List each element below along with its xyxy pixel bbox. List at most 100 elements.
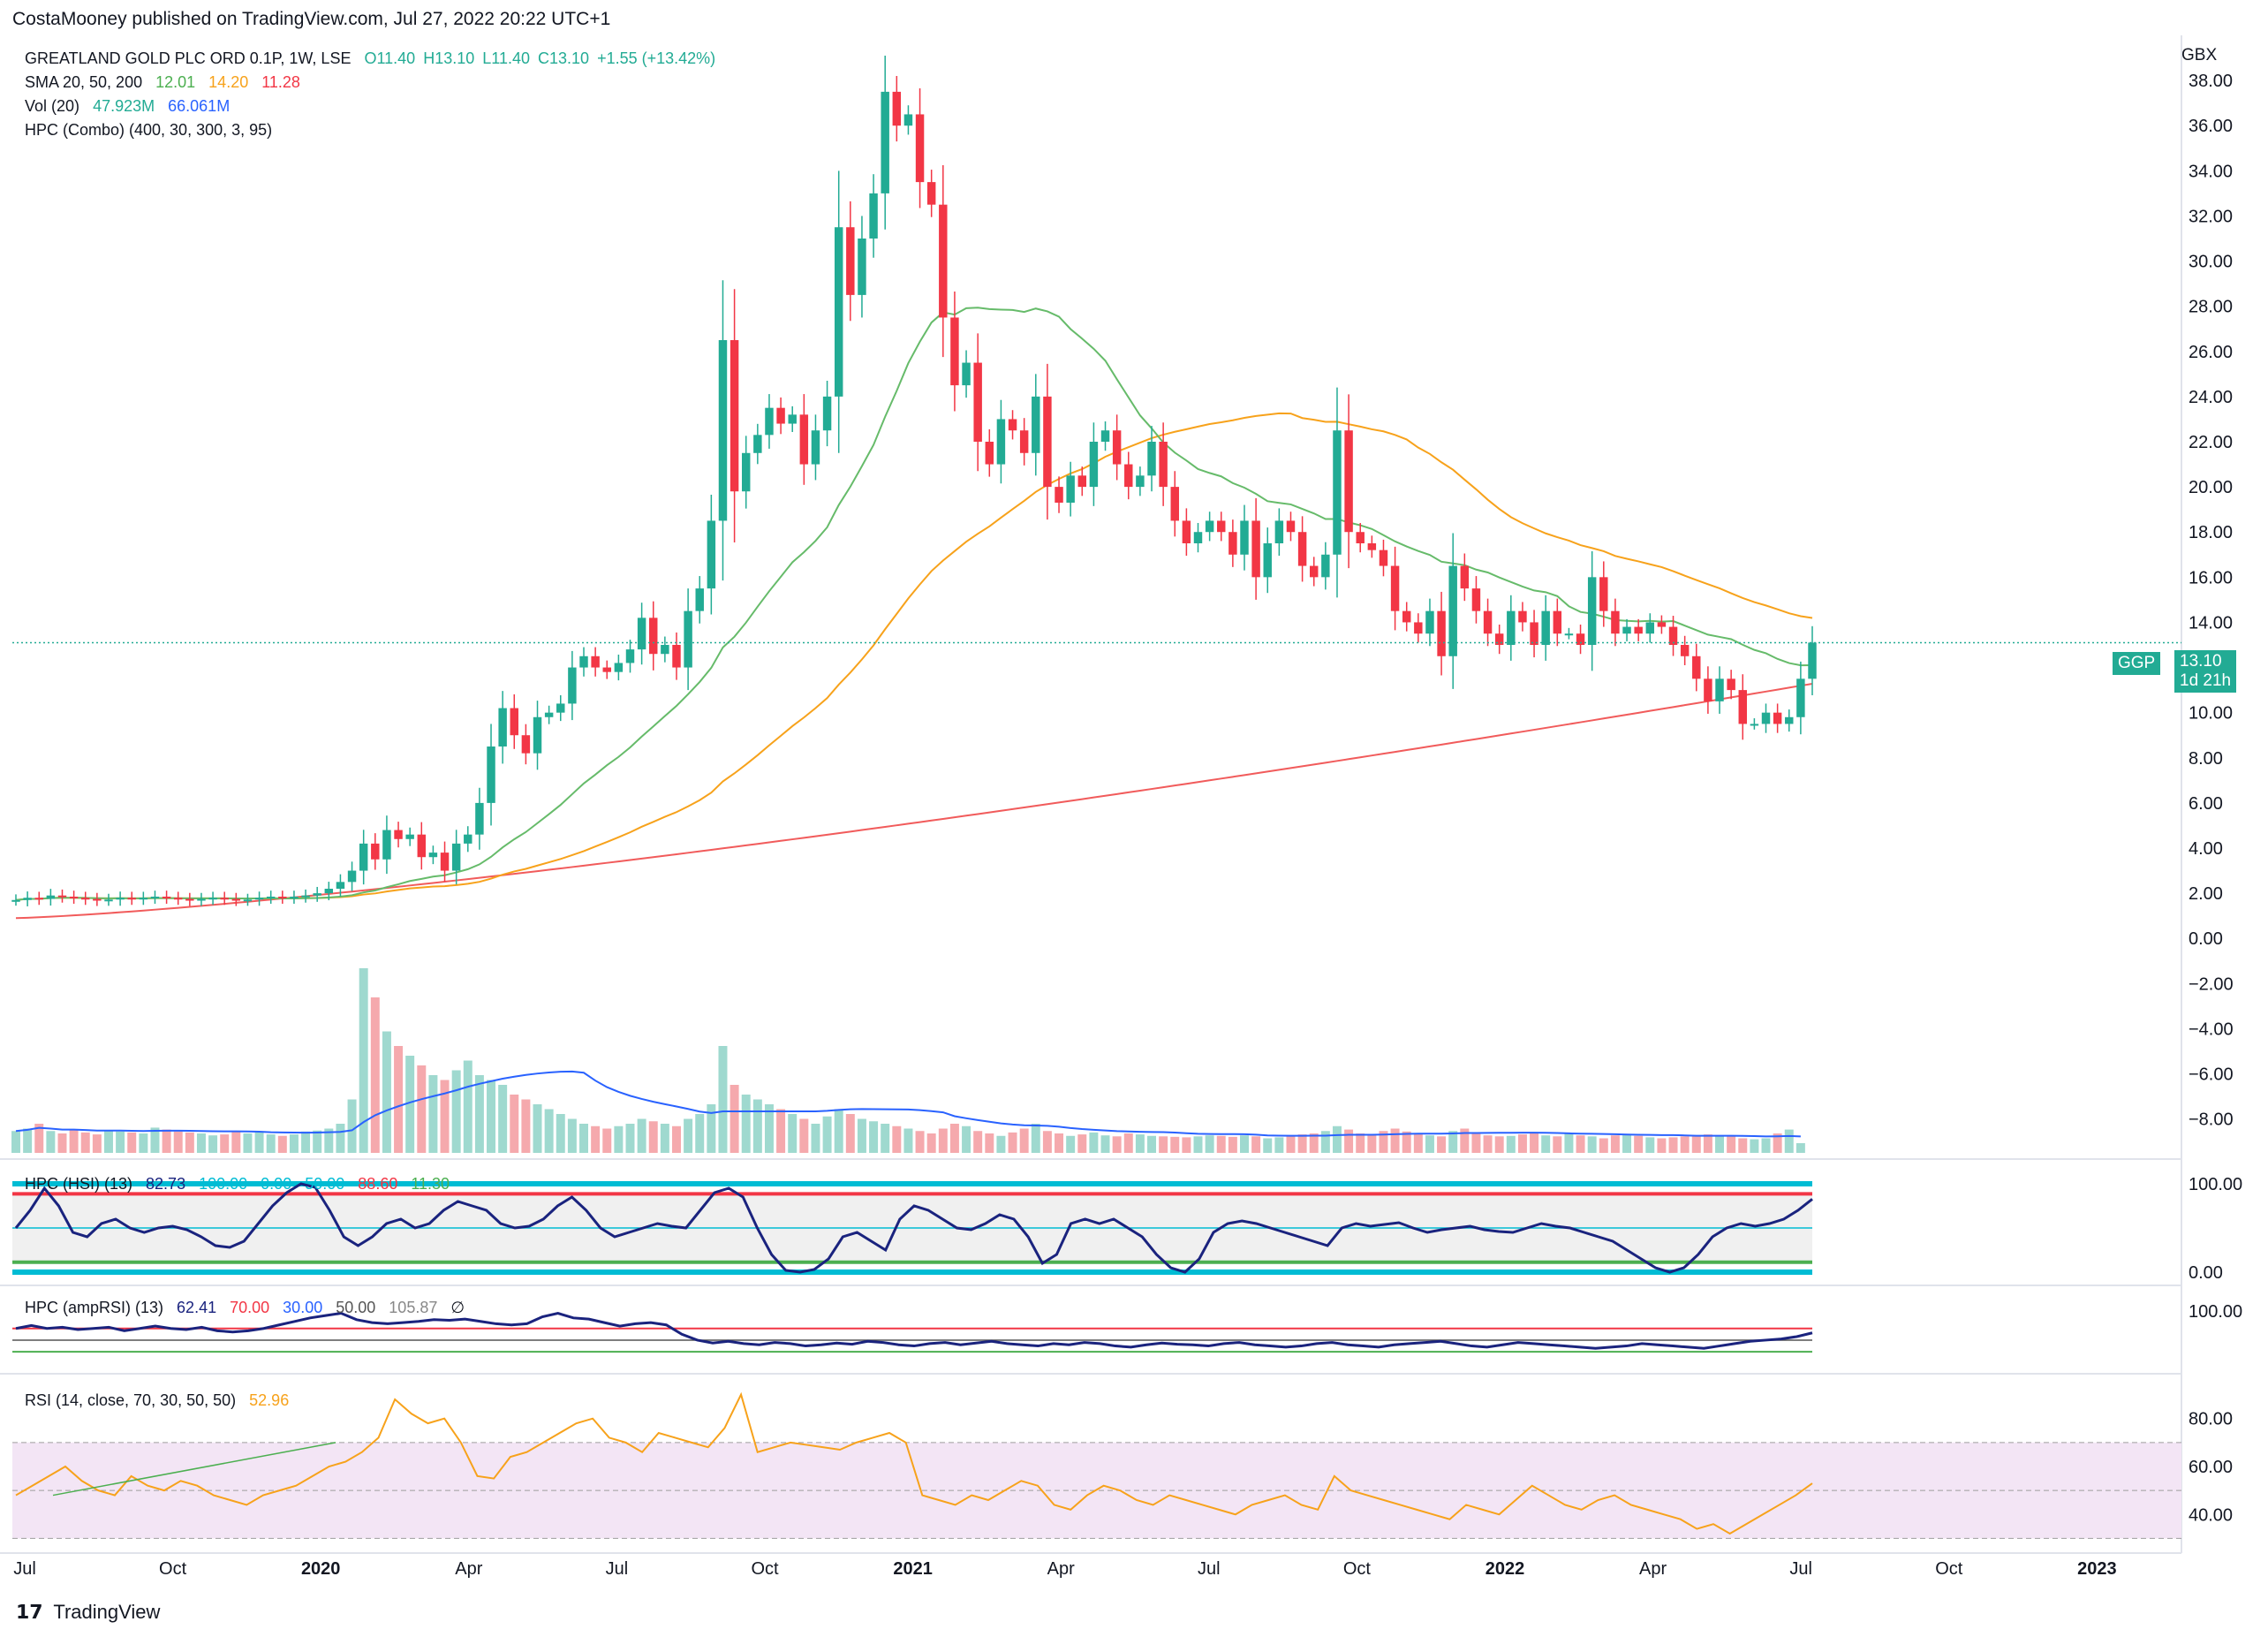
volume-bar	[1761, 1138, 1771, 1153]
volume-bar	[602, 1128, 612, 1153]
volume-bar	[1483, 1135, 1493, 1153]
candle-body	[1507, 610, 1516, 645]
candle-body	[417, 834, 427, 858]
candle-body	[1019, 430, 1029, 453]
candle-body	[475, 802, 484, 835]
sma-legend[interactable]: SMA 20, 50, 200 12.01 14.20 11.28	[25, 73, 309, 92]
volume-bar	[811, 1124, 820, 1153]
volume-bar	[1356, 1133, 1365, 1153]
volume-bar	[208, 1135, 218, 1153]
candle-body	[661, 645, 669, 655]
sma200-value: 11.28	[261, 73, 300, 91]
volume-bar	[1645, 1137, 1655, 1153]
volume-bar	[776, 1109, 786, 1153]
volume-bar	[11, 1131, 20, 1153]
sma20-line	[15, 307, 1813, 901]
volume-bar	[718, 1046, 728, 1153]
symbol-tag: GGP	[2113, 652, 2161, 675]
volume-bar	[231, 1131, 241, 1153]
candle-body	[1240, 520, 1249, 555]
volume-bar	[1460, 1128, 1470, 1153]
volume-bar	[892, 1125, 902, 1153]
volume-bar	[1066, 1135, 1076, 1153]
sma20-value: 12.01	[155, 73, 196, 91]
symbol-legend[interactable]: GREATLAND GOLD PLC ORD 0.1P, 1W, LSE O11…	[25, 49, 724, 68]
candle-body	[1193, 532, 1203, 543]
sma-label: SMA 20, 50, 200	[25, 73, 143, 91]
amprsi-line	[15, 1311, 1813, 1350]
time-axis-label: Oct	[751, 1559, 779, 1579]
candle-body	[822, 396, 832, 431]
candle-body	[521, 735, 531, 754]
hpc-combo-legend[interactable]: HPC (Combo) (400, 30, 300, 3, 95)	[25, 121, 281, 140]
candle-body	[1217, 520, 1226, 533]
volume-bar	[463, 1060, 472, 1153]
volume-bar	[46, 1131, 56, 1153]
hsi-label: HPC (HSI) (13)	[25, 1175, 133, 1193]
amprsi-v0: 62.41	[177, 1299, 217, 1316]
volume-bar	[1274, 1137, 1284, 1153]
volume-bar	[266, 1134, 276, 1153]
volume-bar	[1170, 1136, 1180, 1153]
candle-body	[1043, 396, 1052, 488]
candle-body	[23, 898, 32, 900]
volume-bar	[1668, 1137, 1678, 1153]
candle-body	[799, 414, 809, 465]
volume-bar	[487, 1080, 496, 1153]
volume-bar	[1367, 1134, 1377, 1153]
candle-body	[81, 898, 90, 900]
rsi-line	[15, 1391, 1813, 1535]
candle-body	[451, 843, 461, 871]
candle-body	[637, 618, 646, 650]
last-price-tag: 13.10 1d 21h	[2174, 650, 2237, 693]
price-tick-label: 0.00	[2189, 929, 2223, 949]
volume-bar	[1691, 1135, 1701, 1153]
volume-bar	[1205, 1135, 1214, 1153]
vol-legend[interactable]: Vol (20) 47.923M 66.061M	[25, 97, 238, 116]
volume-bar	[1251, 1136, 1261, 1153]
volume-bar	[1135, 1134, 1145, 1153]
candle-body	[1448, 565, 1457, 656]
price-tick-label: 2.00	[2189, 884, 2223, 904]
price-tick-label: 6.00	[2189, 794, 2223, 814]
time-axis-label: Jul	[13, 1559, 36, 1579]
amprsi-legend[interactable]: HPC (ampRSI) (13) 62.41 70.00 30.00 50.0…	[25, 1299, 473, 1317]
candle-body	[858, 239, 866, 295]
volume-bar	[34, 1124, 44, 1153]
time-axis-label: Apr	[1639, 1559, 1667, 1579]
candle-body	[440, 853, 450, 871]
candle-body	[1147, 442, 1156, 476]
hsi-legend[interactable]: HPC (HSI) (13) 82.73 100.00 0.00 50.00 8…	[25, 1175, 458, 1194]
candle-body	[220, 898, 229, 900]
volume-bar	[996, 1135, 1006, 1153]
price-tick-label: 4.00	[2189, 839, 2223, 859]
rsi-legend[interactable]: RSI (14, close, 70, 30, 50, 50) 52.96	[25, 1391, 298, 1410]
volume-bar	[1379, 1131, 1388, 1153]
candle-body	[231, 898, 241, 901]
price-tick-label: 22.00	[2189, 433, 2233, 452]
volume-bar	[1309, 1133, 1319, 1153]
volume-bar	[1506, 1135, 1516, 1153]
time-axis-label: Apr	[1047, 1559, 1075, 1579]
volume-bar	[347, 1099, 357, 1153]
volume-bar	[1042, 1131, 1052, 1153]
volume-bar	[1031, 1124, 1040, 1153]
volume-bar	[845, 1114, 855, 1153]
hsi-v2: 0.00	[261, 1175, 292, 1193]
volume-bar	[648, 1121, 658, 1153]
candle-body	[614, 663, 624, 672]
candle-body	[139, 898, 148, 900]
amprsi-tick-label: 100.00	[2189, 1302, 2242, 1322]
vol-value-1: 47.923M	[93, 97, 155, 115]
volume-bar	[220, 1134, 230, 1153]
volume-bar	[1297, 1134, 1307, 1153]
volume-bar	[451, 1070, 461, 1153]
volume-bar	[1738, 1138, 1748, 1153]
candle-body	[1564, 633, 1574, 636]
tradingview-logo[interactable]: 𝟭𝟳 TradingView	[16, 1601, 160, 1624]
candle-body	[926, 182, 936, 205]
volume-bar	[57, 1133, 67, 1153]
volume-bar	[289, 1134, 299, 1153]
volume-bar	[1055, 1133, 1064, 1153]
